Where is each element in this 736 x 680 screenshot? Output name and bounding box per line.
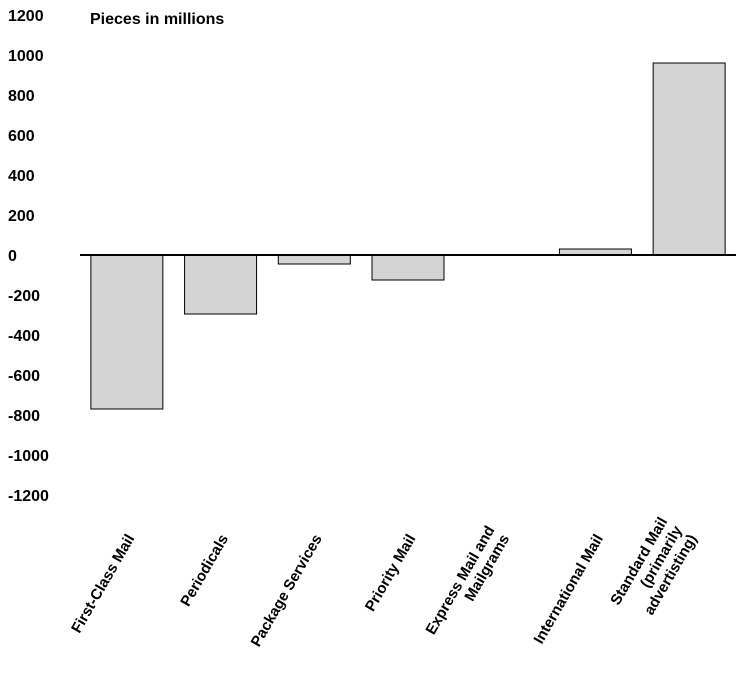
category-label: Express Mail andMailgrams bbox=[422, 523, 513, 646]
category-label: Periodicals bbox=[177, 532, 232, 610]
category-label: Standard Mail(primarilyadvertisting) bbox=[607, 514, 701, 625]
bar bbox=[371, 254, 445, 281]
y-axis-label: Pieces in millions bbox=[90, 11, 224, 28]
y-tick-label: 200 bbox=[8, 208, 35, 225]
y-tick-label: -200 bbox=[8, 288, 40, 305]
y-tick-label: -400 bbox=[8, 328, 40, 345]
y-tick-label: 600 bbox=[8, 128, 35, 145]
category-labels: First-Class Mail Periodicals Package Servi… bbox=[68, 514, 701, 650]
y-tick-labels: 1200 1000 800 600 400 200 0 -200 -400 -600 -800 -10… bbox=[8, 8, 49, 505]
bar bbox=[277, 254, 351, 265]
bar bbox=[184, 254, 258, 315]
category-label: Priority Mail bbox=[362, 532, 420, 615]
bar bbox=[90, 254, 164, 410]
y-tick-label: 800 bbox=[8, 88, 35, 105]
y-tick-label: 1200 bbox=[8, 8, 44, 25]
y-tick-label: -600 bbox=[8, 368, 40, 385]
bar bbox=[652, 62, 726, 256]
category-label: Package Services bbox=[248, 532, 326, 650]
category-label: First-Class Mail bbox=[68, 532, 138, 637]
y-tick-label: 0 bbox=[8, 248, 17, 265]
y-tick-label: 1000 bbox=[8, 48, 44, 65]
category-label: International Mail bbox=[530, 532, 606, 647]
y-tick-label: -800 bbox=[8, 408, 40, 425]
y-tick-label: -1000 bbox=[8, 448, 49, 465]
y-tick-label: -1200 bbox=[8, 488, 49, 505]
bars bbox=[90, 62, 726, 410]
y-tick-label: 400 bbox=[8, 168, 35, 185]
